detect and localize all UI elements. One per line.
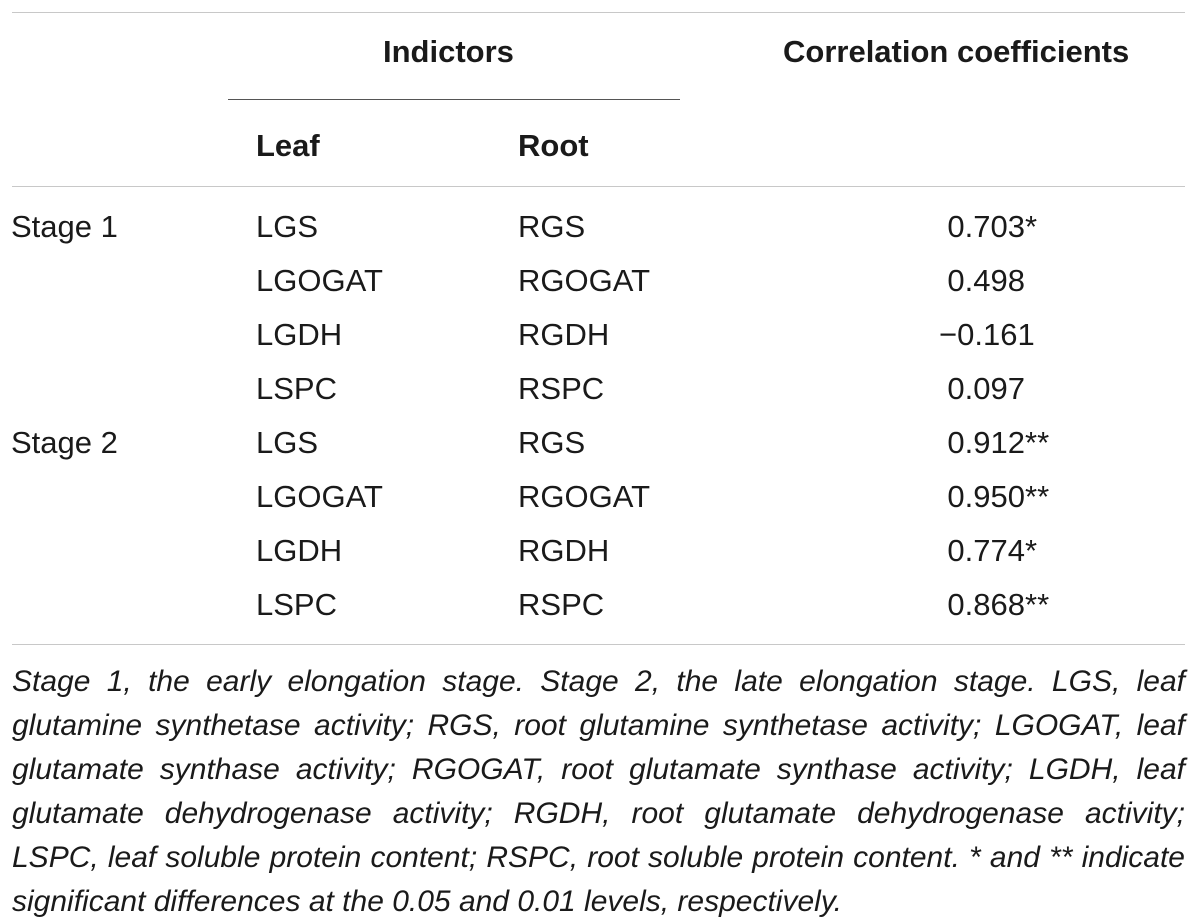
header-leaf: Leaf [256, 128, 320, 163]
root-cell: RGS [518, 209, 586, 244]
stage-cell: Stage 2 [11, 425, 118, 460]
leaf-cell: LSPC [256, 371, 337, 406]
coefficient-cell: 0.868** [939, 587, 1200, 623]
header-indicators: Indictors [383, 34, 514, 69]
coefficient-value: 0.498 [947, 263, 1025, 298]
leaf-cell: LGOGAT [256, 263, 383, 298]
coefficient-cell: 0.097 [939, 371, 1200, 407]
leaf-cell: LGOGAT [256, 479, 383, 514]
header-root: Root [518, 128, 589, 163]
coefficient-value: 0.774 [947, 533, 1025, 568]
significance-mark: * [1025, 209, 1038, 244]
significance-mark: ** [1025, 587, 1050, 622]
top-rule [12, 12, 1185, 13]
coefficient-value: 0.703 [947, 209, 1025, 244]
leaf-cell: LGS [256, 425, 319, 460]
root-cell: RGOGAT [518, 479, 651, 514]
table-footnote: Stage 1, the early elongation stage. Sta… [12, 665, 1185, 918]
root-cell: RGDH [518, 317, 610, 352]
root-cell: RGOGAT [518, 263, 651, 298]
coefficient-value: 0.950 [947, 479, 1025, 514]
coefficient-value: 0.912 [947, 425, 1025, 460]
coefficient-cell: −0.161 [939, 317, 1200, 353]
coefficient-cell: 0.950** [939, 479, 1200, 515]
stage-cell: Stage 1 [11, 209, 118, 244]
coefficient-cell: 0.703* [939, 209, 1200, 245]
header-correlation: Correlation coefficients [783, 34, 1130, 69]
coefficient-cell: 0.912** [939, 425, 1200, 461]
coefficient-value: 0.097 [947, 371, 1025, 406]
coefficient-cell: 0.498 [939, 263, 1200, 299]
significance-mark: * [1025, 533, 1038, 568]
significance-mark: ** [1025, 425, 1050, 460]
coefficient-value: −0.161 [939, 317, 1035, 352]
indicators-subrule [228, 99, 680, 100]
root-cell: RGS [518, 425, 586, 460]
root-cell: RSPC [518, 371, 605, 406]
header-rule [12, 186, 1185, 187]
coefficient-cell: 0.774* [939, 533, 1200, 569]
leaf-cell: LGDH [256, 317, 343, 352]
leaf-cell: LGDH [256, 533, 343, 568]
root-cell: RSPC [518, 587, 605, 622]
root-cell: RGDH [518, 533, 610, 568]
leaf-cell: LSPC [256, 587, 337, 622]
leaf-cell: LGS [256, 209, 319, 244]
significance-mark: ** [1025, 479, 1050, 514]
coefficient-value: 0.868 [947, 587, 1025, 622]
bottom-rule [12, 644, 1185, 645]
